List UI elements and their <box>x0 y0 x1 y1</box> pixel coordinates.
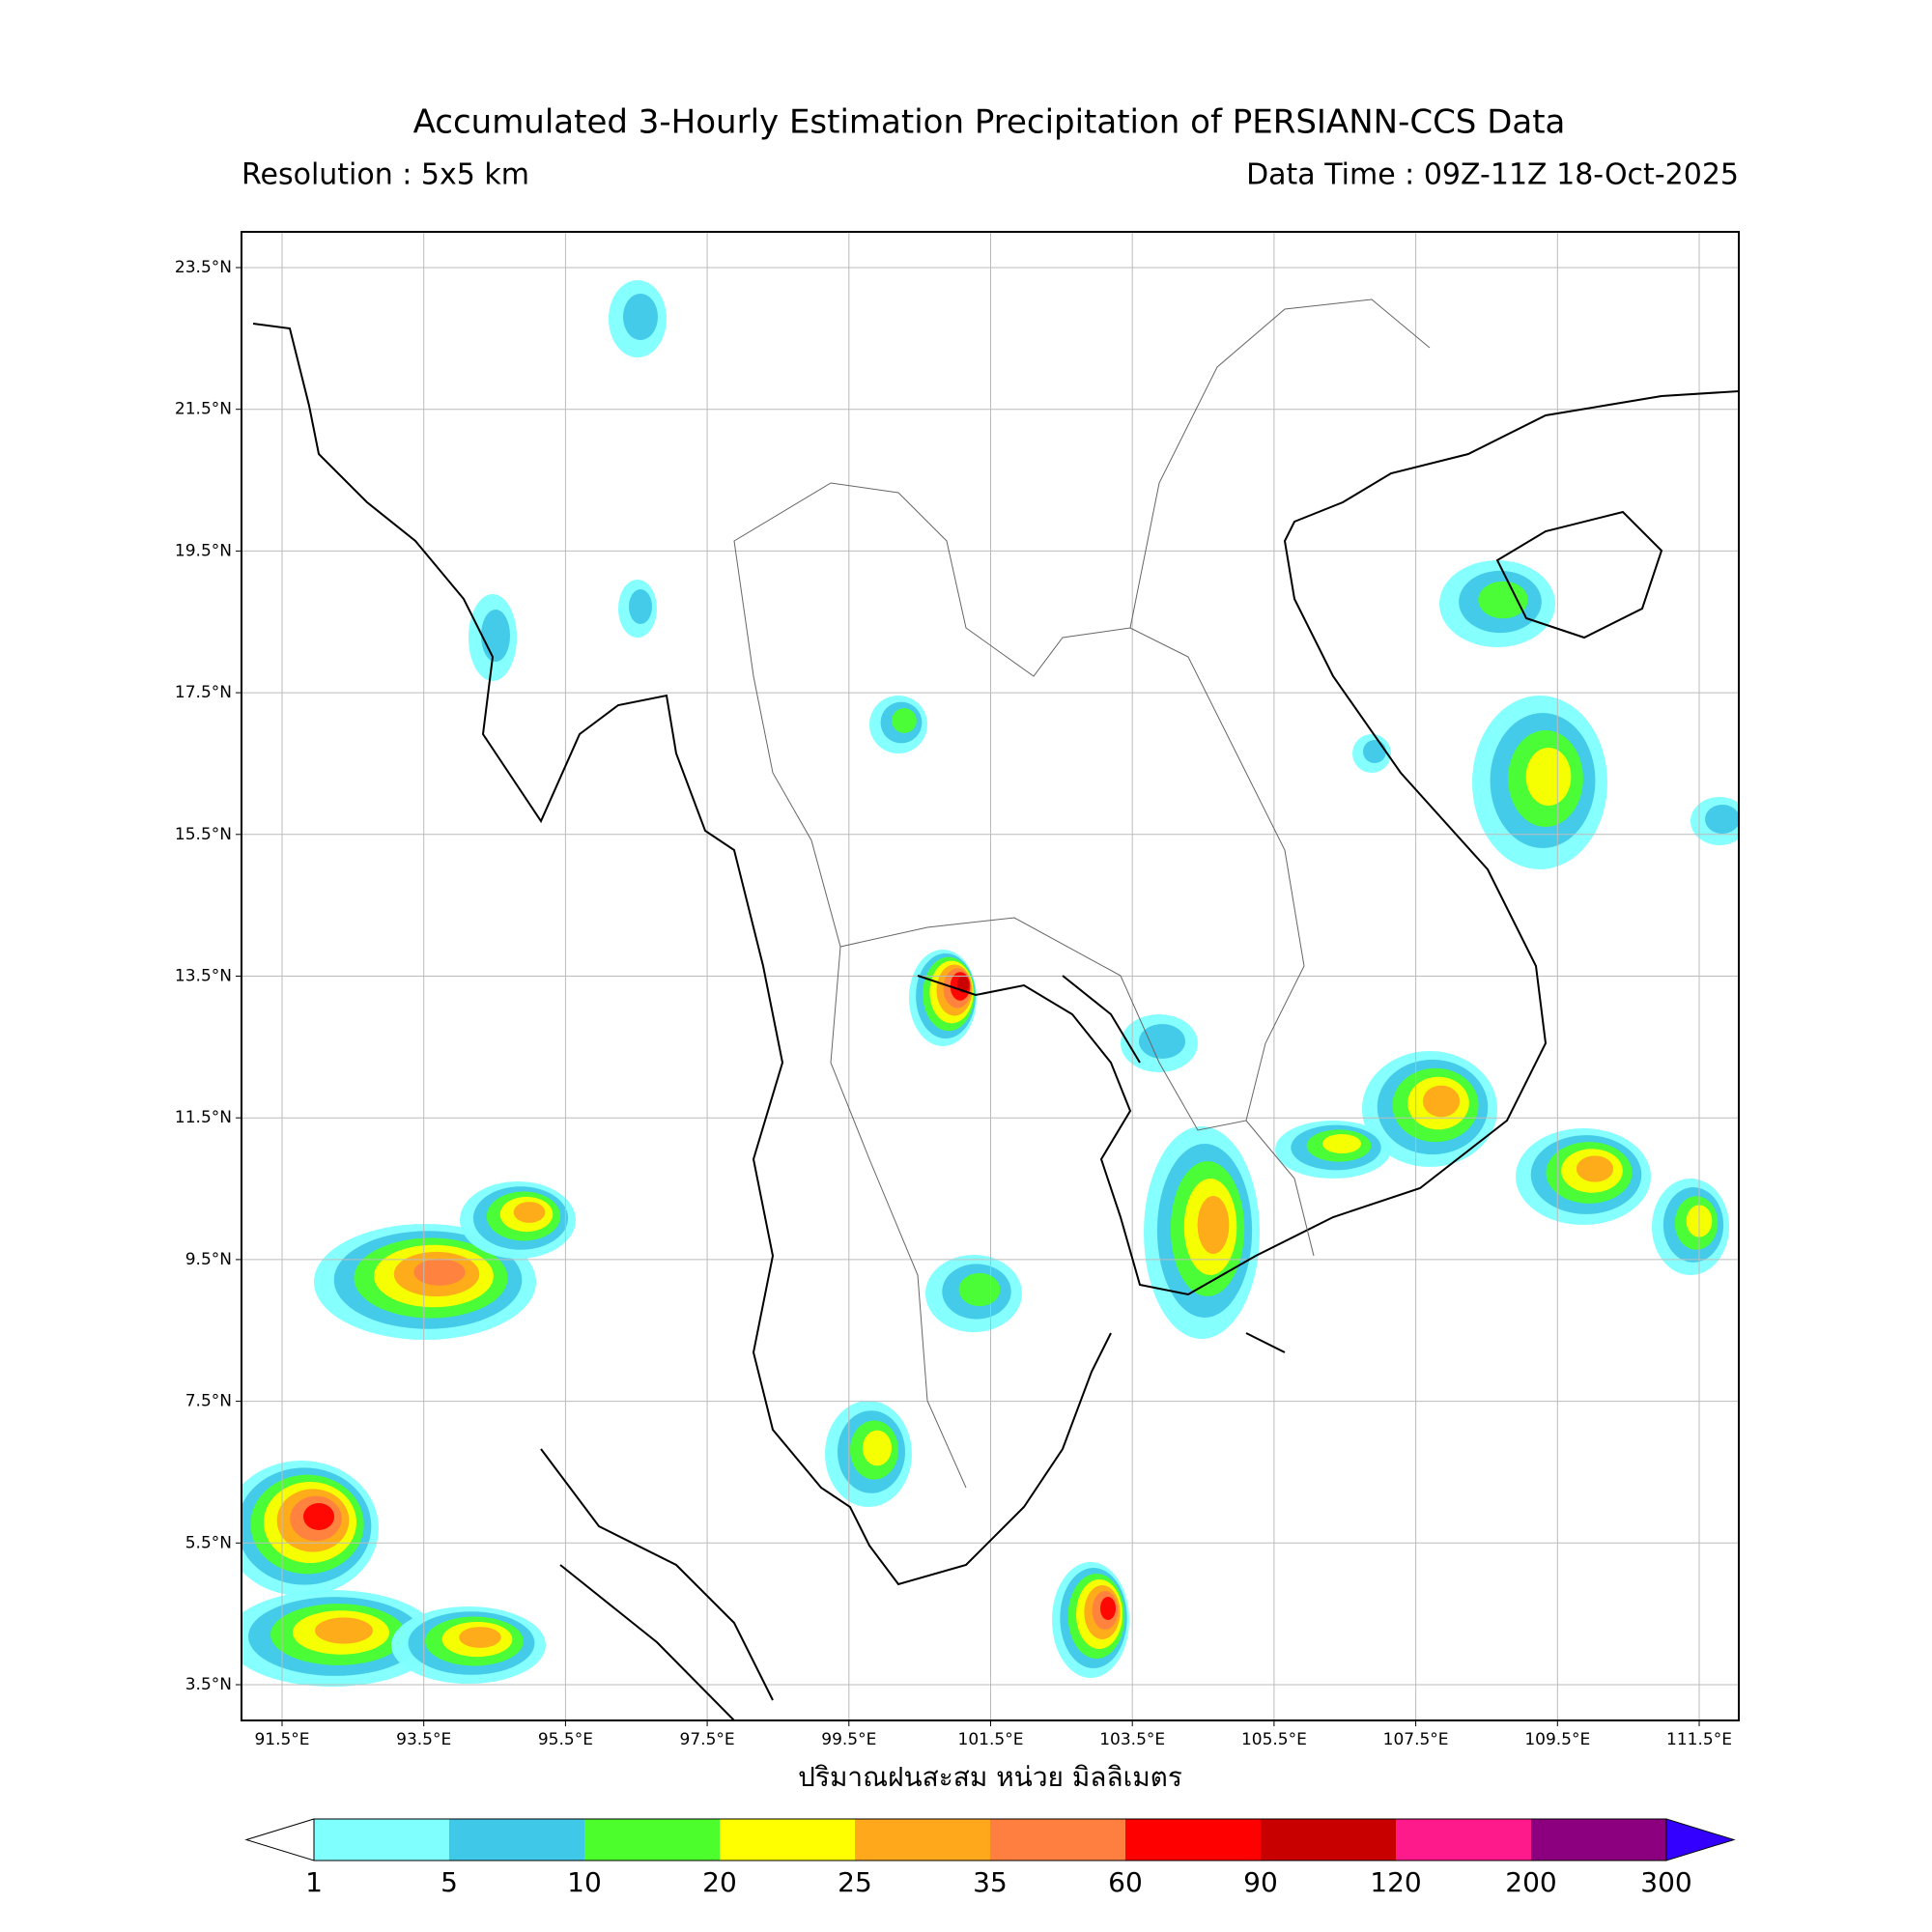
colorbar-segment <box>720 1819 855 1861</box>
rain-area <box>1322 1134 1361 1153</box>
colorbar-segment <box>314 1819 449 1861</box>
lon-label: 93.5°E <box>396 1730 451 1749</box>
lat-label: 19.5°N <box>175 541 232 560</box>
border <box>830 298 1431 1489</box>
rain-area <box>1100 1597 1116 1620</box>
lat-label: 13.5°N <box>175 967 232 986</box>
colorbar-over <box>1665 1818 1736 1861</box>
lat-label: 21.5°N <box>175 400 232 419</box>
rain-area <box>459 1627 501 1648</box>
rain-area <box>1525 748 1572 806</box>
lon-label: 103.5°E <box>1099 1730 1165 1749</box>
lat-label: 11.5°N <box>175 1108 232 1127</box>
precipitation-field <box>242 232 1739 1720</box>
rain-area <box>315 1617 373 1644</box>
colorbar-label: 120 <box>1370 1866 1421 1898</box>
rain-area <box>958 1272 1001 1307</box>
lon-label: 91.5°E <box>254 1730 309 1749</box>
rain-area <box>303 1503 334 1530</box>
colorbar-label: 1 <box>305 1866 323 1898</box>
rain-area <box>1197 1196 1230 1254</box>
lat-label: 3.5°N <box>185 1675 232 1694</box>
data-time: Data Time : 09Z-11Z 18-Oct-2025 <box>1246 158 1739 192</box>
lon-label: 99.5°E <box>821 1730 876 1749</box>
colorbar-segment <box>1261 1819 1396 1861</box>
rain-area <box>1576 1155 1614 1182</box>
colorbar-label: 90 <box>1243 1866 1278 1898</box>
colorbar-label: 20 <box>702 1866 737 1898</box>
colorbar-label: 200 <box>1505 1866 1556 1898</box>
lat-label: 5.5°N <box>185 1533 232 1552</box>
colorbar-under <box>244 1818 315 1861</box>
lat-label: 15.5°N <box>175 825 232 844</box>
colorbar-label: 10 <box>567 1866 602 1898</box>
colorbar-label: 25 <box>838 1866 872 1898</box>
border <box>733 482 1305 1131</box>
rain-area <box>413 1259 466 1286</box>
colorbar-label: 300 <box>1640 1866 1691 1898</box>
rain-area <box>863 1430 892 1466</box>
lon-label: 97.5°E <box>680 1730 735 1749</box>
lon-label: 95.5°E <box>538 1730 593 1749</box>
colorbar-segment <box>1125 1819 1261 1861</box>
lat-label: 7.5°N <box>185 1392 232 1411</box>
rain-area <box>1705 805 1739 834</box>
rain-area <box>629 589 652 624</box>
rain-area <box>623 294 658 340</box>
lon-label: 105.5°E <box>1241 1730 1307 1749</box>
colorbar-label: 60 <box>1108 1866 1143 1898</box>
coastlines <box>252 323 1739 1720</box>
colorbar-segment <box>584 1819 720 1861</box>
colorbar-frame <box>313 1818 1667 1861</box>
lat-label: 9.5°N <box>185 1250 232 1269</box>
borders <box>733 298 1431 1489</box>
coastline <box>252 323 1112 1586</box>
rain-area <box>956 976 970 993</box>
rain-area <box>1139 1024 1185 1059</box>
colorbar-segment <box>855 1819 990 1861</box>
lat-label: 23.5°N <box>175 258 232 277</box>
colorbar-label: 5 <box>440 1866 458 1898</box>
lon-label: 107.5°E <box>1383 1730 1449 1749</box>
colorbar-segment <box>1396 1819 1531 1861</box>
colorbar-segment <box>1531 1819 1666 1861</box>
rain-area <box>481 610 510 662</box>
coastline <box>1062 510 1663 1353</box>
lon-label: 111.5°E <box>1666 1730 1732 1749</box>
colorbar-segment <box>449 1819 584 1861</box>
rain-area <box>513 1202 546 1223</box>
rain-area <box>1422 1085 1461 1118</box>
colorbar-label: 35 <box>973 1866 1008 1898</box>
title: Accumulated 3-Hourly Estimation Precipit… <box>413 103 1566 142</box>
colorbar-segment <box>990 1819 1125 1861</box>
rain-area <box>892 708 917 733</box>
lon-label: 109.5°E <box>1524 1730 1590 1749</box>
coastline <box>540 1448 774 1720</box>
lat-label: 17.5°N <box>175 683 232 702</box>
rain-area <box>1363 740 1386 763</box>
lon-label: 101.5°E <box>958 1730 1024 1749</box>
resolution: Resolution : 5x5 km <box>242 158 529 192</box>
x-label: ปริมาณฝนสะสม หน่วย มิลลิเมตร <box>798 1761 1182 1793</box>
coastline <box>917 390 1739 1296</box>
rain-area <box>1478 581 1528 619</box>
